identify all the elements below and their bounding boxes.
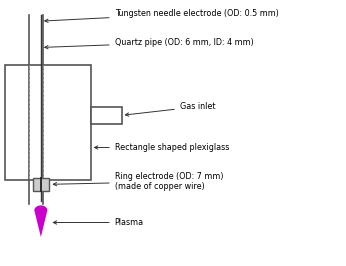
Text: Gas inlet: Gas inlet [125, 102, 215, 116]
Polygon shape [34, 205, 47, 237]
Text: Rectangle shaped plexiglass: Rectangle shaped plexiglass [94, 143, 229, 152]
Text: Tungsten needle electrode (OD: 0.5 mm): Tungsten needle electrode (OD: 0.5 mm) [45, 9, 279, 22]
Bar [5, 65, 91, 180]
Bar [91, 107, 121, 124]
Text: Quartz pipe (OD: 6 mm, ID: 4 mm): Quartz pipe (OD: 6 mm, ID: 4 mm) [45, 38, 253, 49]
Text: Plasma: Plasma [53, 218, 144, 227]
Bar [33, 178, 49, 191]
Text: Ring electrode (OD: 7 mm)
(made of copper wire): Ring electrode (OD: 7 mm) (made of coppe… [53, 172, 223, 192]
